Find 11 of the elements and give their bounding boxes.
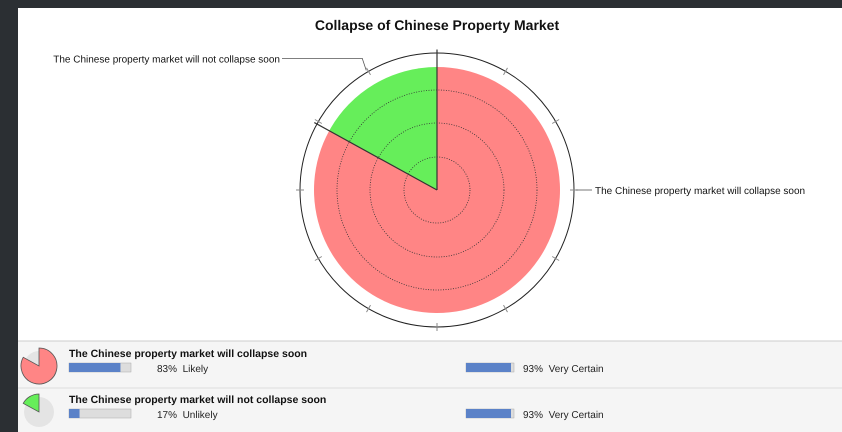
category-label: The Chinese property market will not collapse soon [69,394,326,406]
text: 93% Very Certain [523,364,604,375]
text: 83% Likely [157,364,208,375]
slice-label: The Chinese property market will collapse soon [595,186,806,197]
pie-slice [329,67,437,190]
text: 17% Unlikely [157,410,218,421]
slice-label: The Chinese property market will collapse soon [69,348,308,360]
text: 93% Very Certain [523,410,604,421]
chart-title: Collapse of Chinese Property Market [314,17,560,33]
slice-label: The Chinese property market will not collapse soon [53,54,280,66]
pie-slice [314,67,560,313]
